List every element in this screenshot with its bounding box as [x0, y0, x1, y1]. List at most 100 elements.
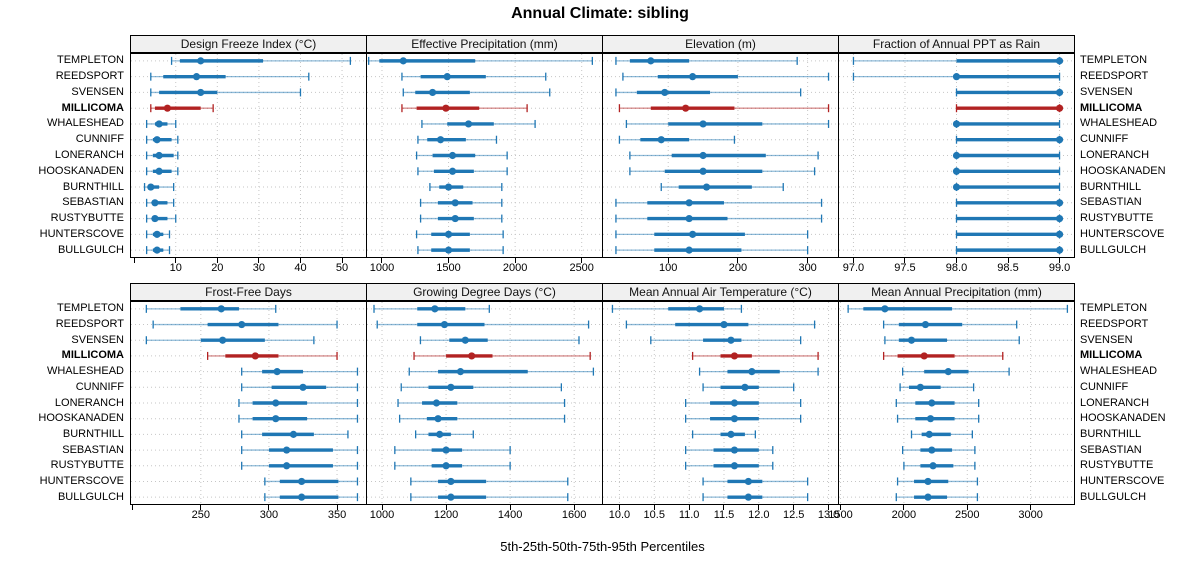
- station-label-right: RUSTYBUTTE: [1080, 212, 1154, 225]
- axis-tick: [299, 258, 301, 263]
- station-label-left: WHALESHEAD: [46, 117, 124, 130]
- axis-tick-label: 1500: [828, 509, 853, 521]
- axis-tick: [381, 258, 383, 263]
- axis-tick: [381, 505, 383, 510]
- axis-tick-label: 2500: [569, 262, 594, 274]
- panel-strip: Mean Annual Air Temperature (°C): [602, 283, 839, 301]
- axis-tick-label: 98.5: [997, 262, 1019, 274]
- figure-title: Annual Climate: sibling: [511, 5, 689, 22]
- station-label-left: TEMPLETON: [56, 302, 124, 315]
- station-label-right: HOOSKANADEN: [1080, 412, 1166, 425]
- axis-tick-label: 1000: [369, 509, 395, 521]
- axis-tick-label: 250: [191, 509, 210, 521]
- station-label-left: RUSTYBUTTE: [50, 459, 124, 472]
- station-label-left: RUSTYBUTTE: [50, 212, 124, 225]
- station-label-right: BURNTHILL: [1080, 180, 1142, 193]
- station-label-left: BULLGULCH: [57, 243, 124, 256]
- station-label-left: HUNTERSCOVE: [39, 227, 124, 240]
- station-label-right: MILLICOMA: [1080, 349, 1143, 362]
- panel-strip: Effective Precipitation (mm): [366, 35, 603, 53]
- axis-tick-label: 50: [335, 262, 349, 274]
- station-label-left: MILLICOMA: [61, 101, 124, 114]
- axis-tick: [966, 505, 968, 510]
- station-label-right: SVENSEN: [1080, 85, 1133, 98]
- axis-tick: [1007, 258, 1009, 263]
- axis-tick-label: 11.5: [713, 509, 735, 521]
- station-label-left: REEDSPORT: [55, 318, 124, 331]
- station-label-left: CUNNIFF: [75, 380, 124, 393]
- axis-tick: [793, 505, 795, 510]
- axis-tick-label: 2500: [955, 509, 980, 521]
- axis-tick-label: 98.0: [945, 262, 968, 274]
- station-label-right: TEMPLETON: [1080, 54, 1148, 67]
- station-label-left: BULLGULCH: [57, 490, 124, 503]
- axis-tick: [903, 505, 905, 510]
- axis-tick-label: 97.5: [894, 262, 916, 274]
- station-label-right: LONERANCH: [1080, 396, 1150, 409]
- station-label-right: HOOSKANADEN: [1080, 164, 1166, 177]
- panel-strip: Mean Annual Precipitation (mm): [838, 283, 1075, 301]
- station-label-left: BURNTHILL: [62, 180, 124, 193]
- panel-canvas: [602, 301, 839, 505]
- axis-tick-label: 10.0: [608, 509, 631, 521]
- axis-tick: [448, 258, 450, 263]
- panel-canvas: [838, 301, 1075, 505]
- panel-strip: Growing Degree Days (°C): [366, 283, 603, 301]
- axis-tick: [200, 505, 202, 510]
- station-label-right: CUNNIFF: [1080, 133, 1129, 146]
- axis-tick: [514, 258, 516, 263]
- axis-tick: [175, 258, 177, 263]
- station-label-left: LONERANCH: [54, 396, 124, 409]
- station-label-right: BURNTHILL: [1080, 427, 1142, 440]
- axis-tick: [132, 505, 134, 510]
- panel-strip: Design Freeze Index (°C): [130, 35, 367, 53]
- axis-tick-label: 1200: [433, 509, 459, 521]
- station-label-left: HOOSKANADEN: [38, 164, 124, 177]
- station-label-right: WHALESHEAD: [1080, 117, 1158, 130]
- panel-canvas: [602, 53, 839, 258]
- station-label-left: LONERANCH: [54, 149, 124, 161]
- axis-tick-label: 13.0: [817, 509, 840, 521]
- axis-tick-label: 3000: [1018, 509, 1043, 521]
- station-label-left: HUNTERSCOVE: [39, 474, 124, 487]
- axis-tick-label: 12.5: [782, 509, 805, 521]
- station-label-left: BURNTHILL: [62, 427, 124, 440]
- station-label-left: CUNNIFF: [75, 133, 124, 146]
- station-label-right: BULLGULCH: [1080, 243, 1147, 256]
- axis-tick: [1059, 258, 1061, 263]
- axis-tick: [581, 258, 583, 263]
- axis-tick: [828, 505, 830, 510]
- axis-tick-label: 2000: [891, 509, 917, 521]
- axis-tick: [688, 505, 690, 510]
- axis-tick-label: 1500: [436, 262, 461, 274]
- station-label-left: TEMPLETON: [56, 54, 124, 67]
- axis-tick-label: 1000: [369, 262, 395, 274]
- station-label-left: SVENSEN: [71, 333, 124, 346]
- panel-canvas: [366, 301, 603, 505]
- axis-tick: [133, 258, 135, 263]
- station-label-left: WHALESHEAD: [46, 365, 124, 378]
- station-label-left: MILLICOMA: [61, 349, 124, 362]
- axis-tick-label: 97.0: [842, 262, 865, 274]
- panel-strip: Frost-Free Days: [130, 283, 367, 301]
- station-label-left: SEBASTIAN: [62, 196, 124, 209]
- axis-tick: [341, 258, 343, 263]
- axis-tick-label: 40: [294, 262, 307, 274]
- axis-tick-label: 10: [169, 262, 182, 274]
- station-label-right: SEBASTIAN: [1080, 443, 1142, 456]
- axis-tick-label: 12.0: [748, 509, 770, 521]
- station-label-right: SVENSEN: [1080, 333, 1133, 346]
- axis-tick-label: 300: [798, 262, 817, 274]
- axis-tick: [258, 258, 260, 263]
- station-label-right: BULLGULCH: [1080, 490, 1147, 503]
- axis-tick: [737, 258, 739, 263]
- station-label-right: LONERANCH: [1080, 149, 1150, 161]
- station-label-right: MILLICOMA: [1080, 101, 1143, 114]
- axis-tick: [1030, 505, 1032, 510]
- station-label-right: TEMPLETON: [1080, 302, 1148, 315]
- station-label-left: REEDSPORT: [55, 70, 124, 83]
- axis-tick: [653, 505, 655, 510]
- axis-tick-label: 20: [211, 262, 224, 274]
- axis-tick: [956, 258, 957, 263]
